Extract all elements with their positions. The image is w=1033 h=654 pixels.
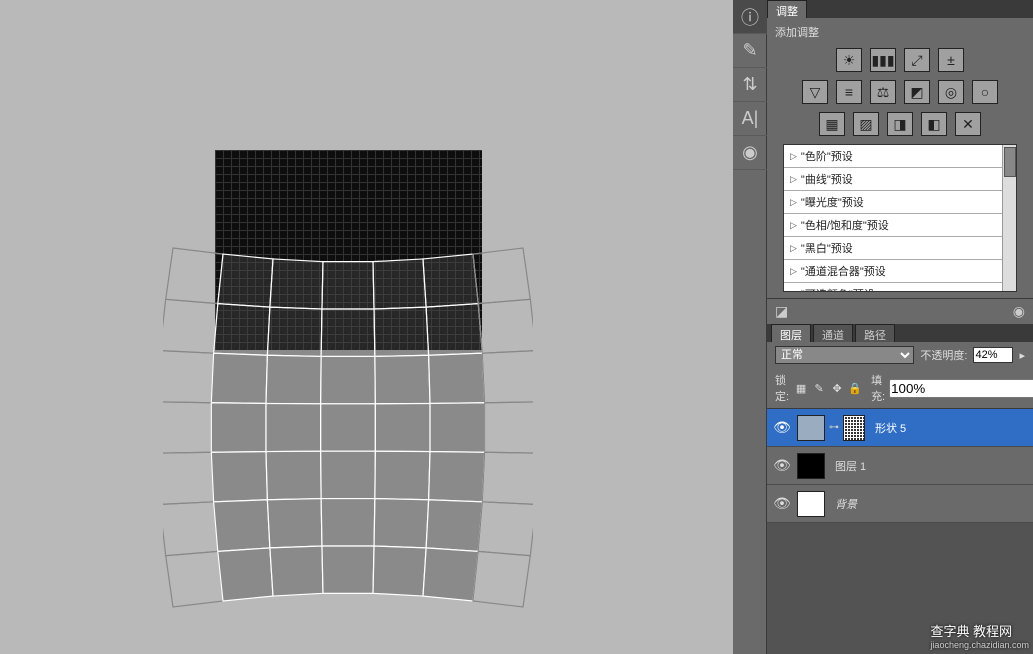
balance-icon[interactable]: ⚖ — [870, 80, 896, 104]
photo-icon[interactable]: ◎ — [938, 80, 964, 104]
lock-toggle-icon[interactable]: ✥ — [829, 380, 845, 396]
layer-thumbnail[interactable] — [797, 491, 825, 517]
brush-icon[interactable]: ✎ — [733, 34, 767, 68]
adj-row-3: ▦ ▨ ◨ ◧ ✕ — [775, 112, 1025, 136]
preset-item[interactable]: ▷ "色阶"预设 — [784, 145, 1016, 168]
tab-paths[interactable]: 路径 — [855, 324, 895, 342]
preset-item[interactable]: ▷ "曝光度"预设 — [784, 191, 1016, 214]
visibility-eye-icon[interactable]: 👁 — [771, 457, 793, 474]
layers-panel: 图层通道路径 正常 不透明度: ▸ 锁定: ▦✎✥🔒 填充: ▸ 👁⊶形状 5👁… — [767, 324, 1033, 523]
tool-sidebar: ⓘ✎⇅A|◉ — [733, 0, 767, 654]
preset-label: "色相/饱和度"预设 — [801, 217, 889, 233]
visibility-eye-icon[interactable]: 👁 — [771, 495, 793, 512]
disclosure-icon: ▷ — [790, 220, 797, 231]
invert-icon[interactable]: ▦ — [819, 112, 845, 136]
clone-icon[interactable]: ⇅ — [733, 68, 767, 102]
preset-label: "曝光度"预设 — [801, 194, 864, 210]
canvas-viewport[interactable] — [0, 0, 733, 654]
vibrance-icon[interactable]: ▽ — [802, 80, 828, 104]
preset-scroll[interactable]: ▷ "色阶"预设 ▷ "曲线"预设 ▷ "曝光度"预设 ▷ "色相/饱和度"预设 ▷ "黑白"预设… — [784, 145, 1016, 291]
levels-icon[interactable]: ▮▮▮ — [870, 48, 896, 72]
watermark: 查字典 教程网 jiaocheng.chazidian.com — [930, 621, 1029, 650]
opacity-label: 不透明度: — [920, 347, 967, 363]
tab-adjustments[interactable]: 调整 — [767, 0, 807, 18]
tab-layers[interactable]: 图层 — [771, 324, 811, 342]
blend-opacity-row: 正常 不透明度: ▸ — [767, 342, 1033, 368]
gradient-icon[interactable]: ◧ — [921, 112, 947, 136]
lock-toggle-icon[interactable]: ▦ — [793, 380, 809, 396]
opacity-arrow-icon[interactable]: ▸ — [1019, 349, 1025, 362]
layer-mask-thumb[interactable] — [843, 415, 865, 441]
warp-transform-grid[interactable] — [163, 240, 533, 615]
layer-thumbnail[interactable] — [797, 453, 825, 479]
disclosure-icon: ▷ — [790, 197, 797, 208]
layer-name-label: 背景 — [835, 496, 857, 512]
exposure-icon[interactable]: ± — [938, 48, 964, 72]
fill-input[interactable] — [889, 379, 1033, 398]
visibility-eye-icon[interactable]: 👁 — [771, 419, 793, 436]
preset-item[interactable]: ▷ "黑白"预设 — [784, 237, 1016, 260]
camera-icon[interactable]: ◉ — [733, 136, 767, 170]
preset-item[interactable]: ▷ "通道混合器"预设 — [784, 260, 1016, 283]
layer-thumbnail[interactable] — [797, 415, 825, 441]
preset-label: "可选颜色"预设 — [801, 286, 875, 291]
mixer-icon[interactable]: ○ — [972, 80, 998, 104]
adjustments-panel: 添加调整 ☀▮▮▮⤢± ▽≡⚖◩◎○ ▦▨◨◧✕ ▷"色阶"预设▷"曲线"预设▷… — [767, 18, 1033, 298]
preset-label: "色阶"预设 — [801, 148, 853, 164]
footer-right-icon[interactable]: ◉ — [1013, 303, 1025, 320]
disclosure-icon: ▷ — [790, 243, 797, 254]
warp-svg — [163, 240, 533, 615]
preset-item[interactable]: ▷ "曲线"预设 — [784, 168, 1016, 191]
layer-row[interactable]: 👁 背景 — [767, 485, 1033, 523]
preset-label: "黑白"预设 — [801, 240, 853, 256]
preset-item[interactable]: ▷ "可选颜色"预设 — [784, 283, 1016, 291]
disclosure-icon: ▷ — [790, 289, 797, 292]
lock-fill-row: 锁定: ▦✎✥🔒 填充: ▸ — [767, 368, 1033, 409]
disclosure-icon: ▷ — [790, 151, 797, 162]
lock-label: 锁定: — [775, 372, 789, 404]
info-icon[interactable]: ⓘ — [733, 0, 767, 34]
layer-tab-bar: 图层通道路径 — [767, 324, 1033, 342]
bw-icon[interactable]: ◩ — [904, 80, 930, 104]
preset-item[interactable]: ▷ "色相/饱和度"预设 — [784, 214, 1016, 237]
brightness-icon[interactable]: ☀ — [836, 48, 862, 72]
text-icon[interactable]: A| — [733, 102, 767, 136]
preset-list: ▷ "色阶"预设 ▷ "曲线"预设 ▷ "曝光度"预设 ▷ "色相/饱和度"预设 ▷ "黑白"预设… — [783, 144, 1017, 292]
preset-scrollbar[interactable] — [1002, 145, 1016, 291]
threshold-icon[interactable]: ◨ — [887, 112, 913, 136]
right-panel: 调整 添加调整 ☀ ▮▮▮ ⤢ ± ▽ ≡ ⚖ ◩ ◎ ○ ▦ ▨ ◨ ◧ ✕ ▷ "色阶"预设 ▷ "曲线"… — [767, 0, 1033, 654]
blend-mode-select[interactable]: 正常 — [775, 346, 914, 364]
fill-label: 填充: — [871, 372, 885, 404]
lock-toggle-icon[interactable]: ✎ — [811, 380, 827, 396]
opacity-input[interactable] — [973, 347, 1013, 363]
preset-label: "曲线"预设 — [801, 171, 853, 187]
lock-toggle-icon[interactable]: 🔒 — [847, 380, 863, 396]
adj-panel-footer: ◪ ◉ — [767, 298, 1033, 324]
adjustments-tab-bar: 调整 — [767, 0, 1033, 18]
layer-row[interactable]: 👁⊶形状 5 — [767, 409, 1033, 447]
layer-name-label: 形状 5 — [875, 420, 906, 436]
footer-left-icon[interactable]: ◪ — [775, 303, 788, 320]
curves-icon[interactable]: ⤢ — [904, 48, 930, 72]
hue-icon[interactable]: ≡ — [836, 80, 862, 104]
adjustments-heading: 添加调整 — [775, 24, 1025, 40]
layer-list: 👁⊶形状 5👁图层 1👁背景 — [767, 409, 1033, 523]
posterize-icon[interactable]: ▨ — [853, 112, 879, 136]
preset-label: "通道混合器"预设 — [801, 263, 886, 279]
layer-name-label: 图层 1 — [835, 458, 866, 474]
disclosure-icon: ▷ — [790, 266, 797, 277]
adj-row-1: ☀ ▮▮▮ ⤢ ± — [775, 48, 1025, 72]
layer-row[interactable]: 👁 图层 1 — [767, 447, 1033, 485]
adj-row-2: ▽ ≡ ⚖ ◩ ◎ ○ — [775, 80, 1025, 104]
tab-channels[interactable]: 通道 — [813, 324, 853, 342]
selective-icon[interactable]: ✕ — [955, 112, 981, 136]
disclosure-icon: ▷ — [790, 174, 797, 185]
lock-icons: ▦✎✥🔒 — [793, 380, 863, 396]
